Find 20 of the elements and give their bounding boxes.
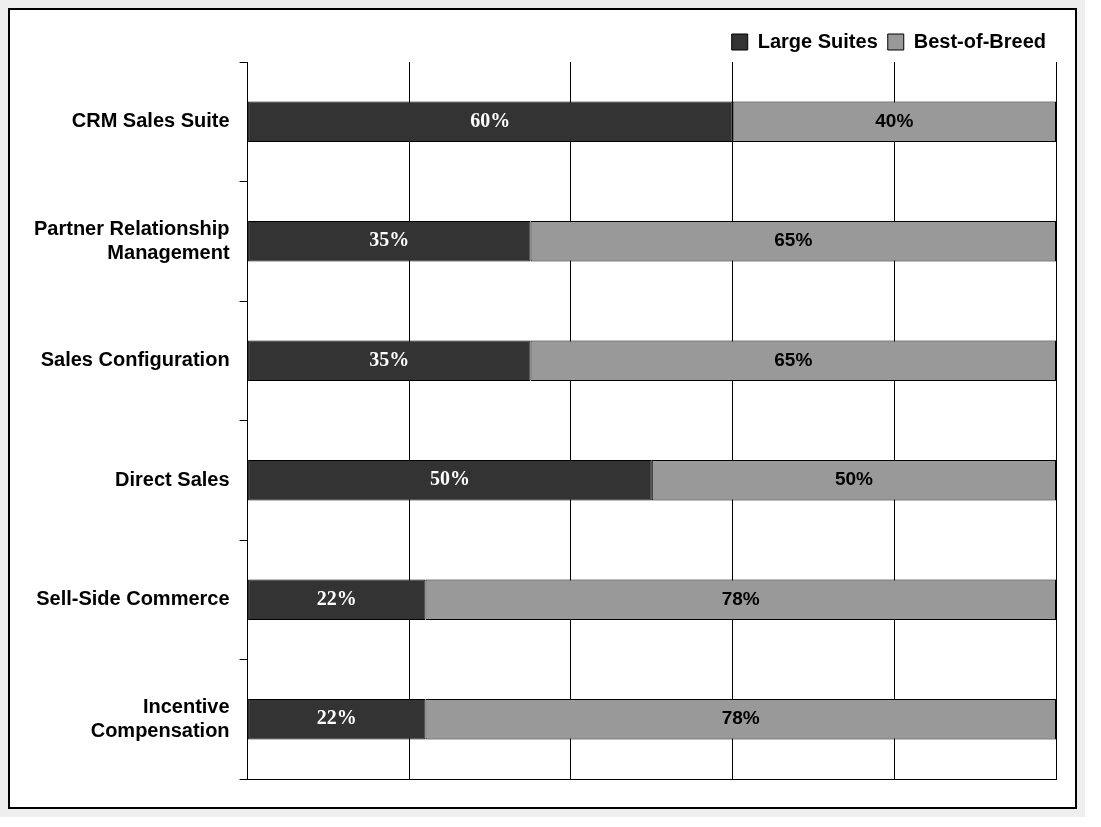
y-tick-label: Sales Configuration — [40, 348, 230, 371]
data-label: 40% — [875, 109, 914, 131]
data-label: 65% — [774, 229, 813, 251]
y-tick-label: Incentive Compensation — [90, 694, 230, 741]
y-tick-label: Direct Sales — [115, 467, 230, 490]
data-label: 50% — [834, 468, 874, 490]
data-label: 50% — [429, 467, 470, 490]
data-label: 60% — [470, 108, 511, 131]
data-label: 65% — [774, 348, 813, 370]
y-tick-label: Partner Relationship Management — [33, 216, 230, 263]
data-label: 22% — [316, 586, 357, 609]
legend-label: Best-of-Breed — [913, 29, 1047, 52]
data-label: 78% — [721, 707, 760, 729]
legend-label: Large Suites — [757, 29, 878, 52]
data-label: 35% — [369, 347, 410, 370]
data-label: 35% — [369, 228, 410, 251]
data-label: 78% — [721, 587, 760, 609]
data-label: 22% — [316, 706, 357, 729]
y-tick-label: CRM Sales Suite — [71, 109, 230, 132]
y-tick-label: Sell-Side Commerce — [36, 587, 230, 610]
